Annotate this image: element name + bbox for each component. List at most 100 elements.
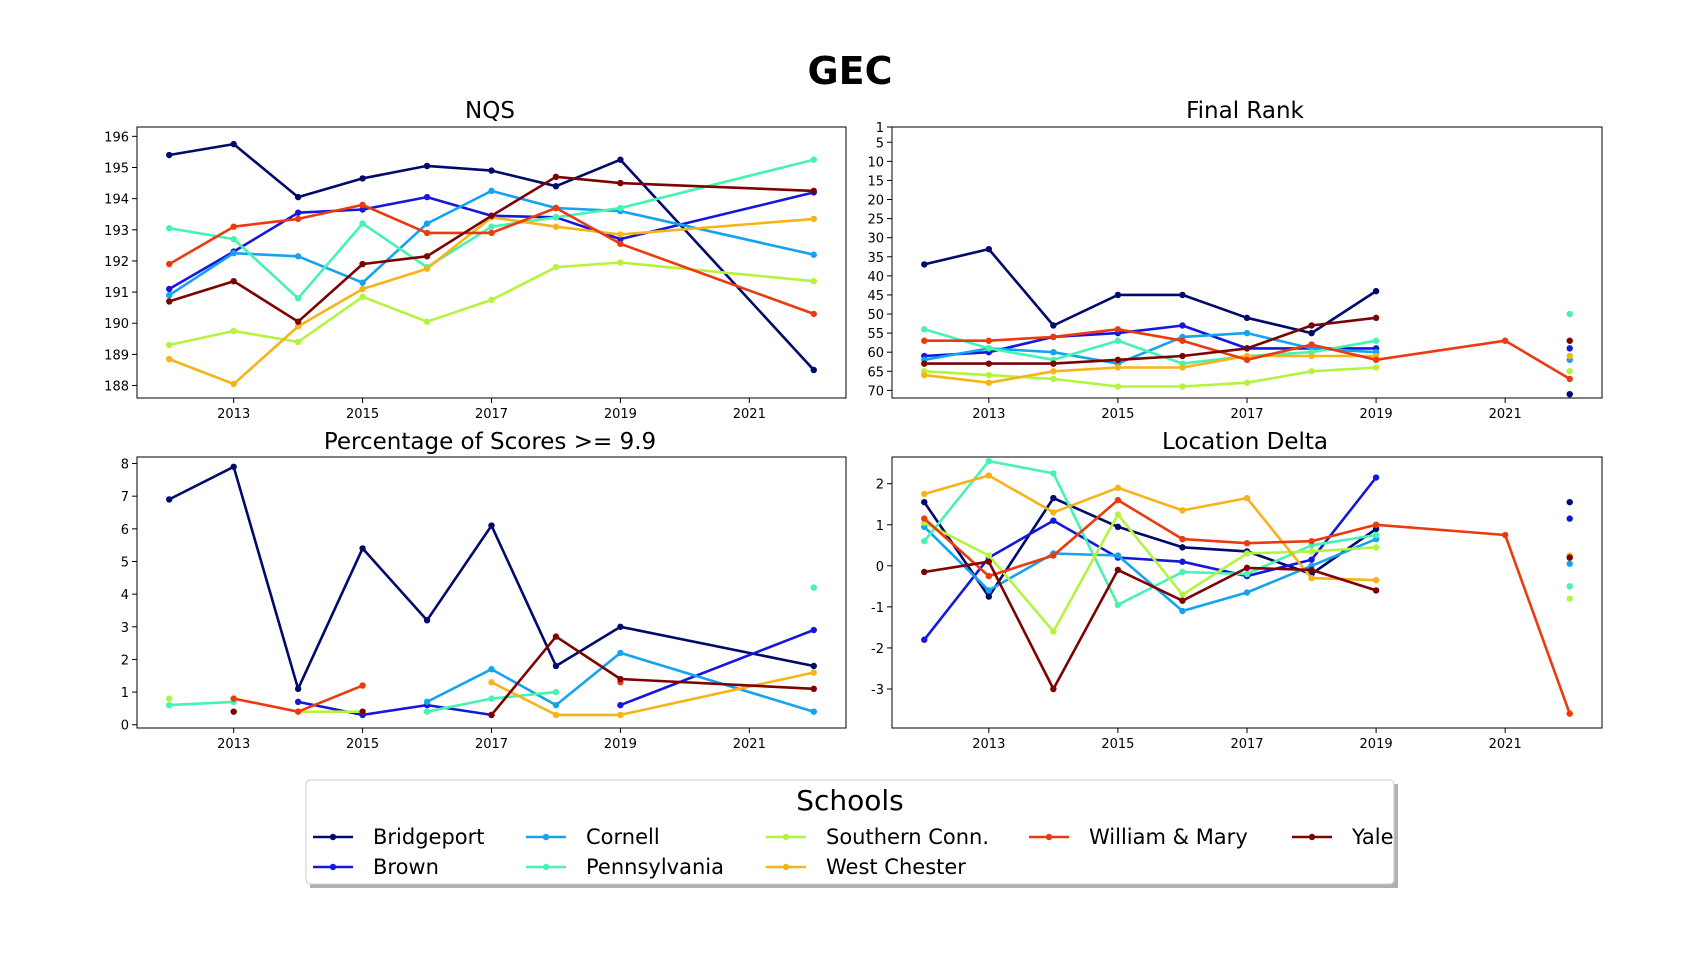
data-point xyxy=(1050,322,1057,329)
data-point xyxy=(1372,314,1380,322)
x-tick-label: 2017 xyxy=(1230,407,1263,422)
legend-label: Yale xyxy=(1351,825,1394,849)
data-point xyxy=(1566,352,1573,360)
series-cornell xyxy=(423,649,817,715)
x-tick-label: 2021 xyxy=(733,407,766,422)
series-line xyxy=(923,498,1571,715)
data-point xyxy=(230,708,237,715)
data-point xyxy=(1050,368,1057,375)
data-point xyxy=(1050,333,1057,341)
data-point xyxy=(294,685,302,693)
figure-title: GEC xyxy=(807,49,892,93)
legend-frame xyxy=(305,779,1395,885)
data-point xyxy=(985,379,993,386)
data-point xyxy=(166,260,173,268)
data-point xyxy=(921,371,928,379)
y-tick-label: 1 xyxy=(876,121,884,136)
data-point xyxy=(1372,474,1380,481)
data-point xyxy=(359,545,366,552)
data-point xyxy=(1566,345,1573,352)
series-line xyxy=(924,316,1377,365)
legend: Schools Bridgeport Brown Cornell Pennsylvan… xyxy=(305,779,1398,888)
y-tick-label: 35 xyxy=(867,251,884,266)
data-point xyxy=(985,371,993,379)
series-southern-conn xyxy=(921,511,1573,635)
data-point xyxy=(921,537,928,545)
data-point xyxy=(1243,314,1251,322)
x-tick-label: 2015 xyxy=(1101,737,1134,752)
data-point xyxy=(1566,337,1573,344)
data-point xyxy=(359,293,366,300)
data-point xyxy=(1050,517,1057,524)
series-line xyxy=(923,513,1377,633)
data-point xyxy=(1179,568,1186,576)
legend-marker xyxy=(1308,833,1316,841)
x-tick-label: 2021 xyxy=(733,737,766,752)
data-point xyxy=(810,662,817,670)
data-point xyxy=(1243,329,1251,337)
data-point xyxy=(359,206,366,213)
data-point xyxy=(1566,595,1573,602)
y-tick-label: -3 xyxy=(871,683,884,698)
series-yale xyxy=(921,554,1573,693)
data-point xyxy=(985,552,993,559)
data-point xyxy=(359,220,366,227)
legend-marker xyxy=(329,833,337,841)
data-point xyxy=(1308,352,1315,360)
data-point xyxy=(617,204,624,212)
data-point xyxy=(1179,383,1186,390)
data-point xyxy=(985,593,993,600)
data-point xyxy=(423,617,431,624)
data-point xyxy=(1243,564,1251,572)
data-point xyxy=(1114,496,1122,504)
y-tick-label: 2 xyxy=(121,653,129,668)
data-point xyxy=(1114,364,1122,371)
panel-final-rank: Final Rank 2013 2015 2017 2019 2021 15 10 15 20 2… xyxy=(867,98,1603,422)
data-point xyxy=(1243,494,1251,502)
data-point xyxy=(552,711,560,719)
y-tick-label: 193 xyxy=(104,224,129,239)
data-point xyxy=(985,345,993,352)
y-tick-label: 196 xyxy=(104,130,129,145)
data-point xyxy=(1179,507,1186,514)
y-tick-label: 192 xyxy=(104,255,129,270)
data-point xyxy=(1114,383,1122,390)
y-tick-label: 194 xyxy=(104,193,129,208)
data-point xyxy=(359,260,366,268)
y-tick-label: 20 xyxy=(867,194,884,209)
series-william-mary xyxy=(921,496,1573,717)
data-point xyxy=(552,662,560,670)
y-tick-label: 45 xyxy=(867,289,884,304)
data-point xyxy=(810,685,817,693)
data-point xyxy=(552,214,560,221)
legend-label: Cornell xyxy=(586,825,660,849)
data-point xyxy=(294,253,302,260)
data-point xyxy=(617,240,624,248)
data-point xyxy=(985,572,993,580)
data-point xyxy=(552,173,560,181)
y-tick-label: 191 xyxy=(104,286,129,301)
series-william-mary xyxy=(921,326,1573,383)
data-point xyxy=(617,701,624,709)
data-point xyxy=(921,515,928,522)
data-point xyxy=(1179,337,1186,344)
data-point xyxy=(810,708,817,715)
data-point xyxy=(810,156,817,163)
data-point xyxy=(985,472,993,479)
data-point xyxy=(1308,341,1315,348)
y-tick-label: 10 xyxy=(867,155,884,170)
panel-location-delta: Location Delta 2013 2015 2017 2019 2021 -3 -2 -… xyxy=(871,429,1603,752)
data-point xyxy=(985,587,993,594)
series-william-mary xyxy=(230,679,624,715)
data-point xyxy=(166,341,173,349)
legend-marker xyxy=(542,863,550,871)
data-point xyxy=(1050,552,1057,559)
series-line xyxy=(924,366,1377,388)
series-southern-conn xyxy=(921,364,1573,390)
y-tick-label: 190 xyxy=(104,317,129,332)
data-point xyxy=(1179,364,1186,371)
data-point xyxy=(1566,390,1573,398)
data-point xyxy=(294,318,302,325)
data-point xyxy=(1114,337,1122,344)
data-point xyxy=(552,263,560,271)
